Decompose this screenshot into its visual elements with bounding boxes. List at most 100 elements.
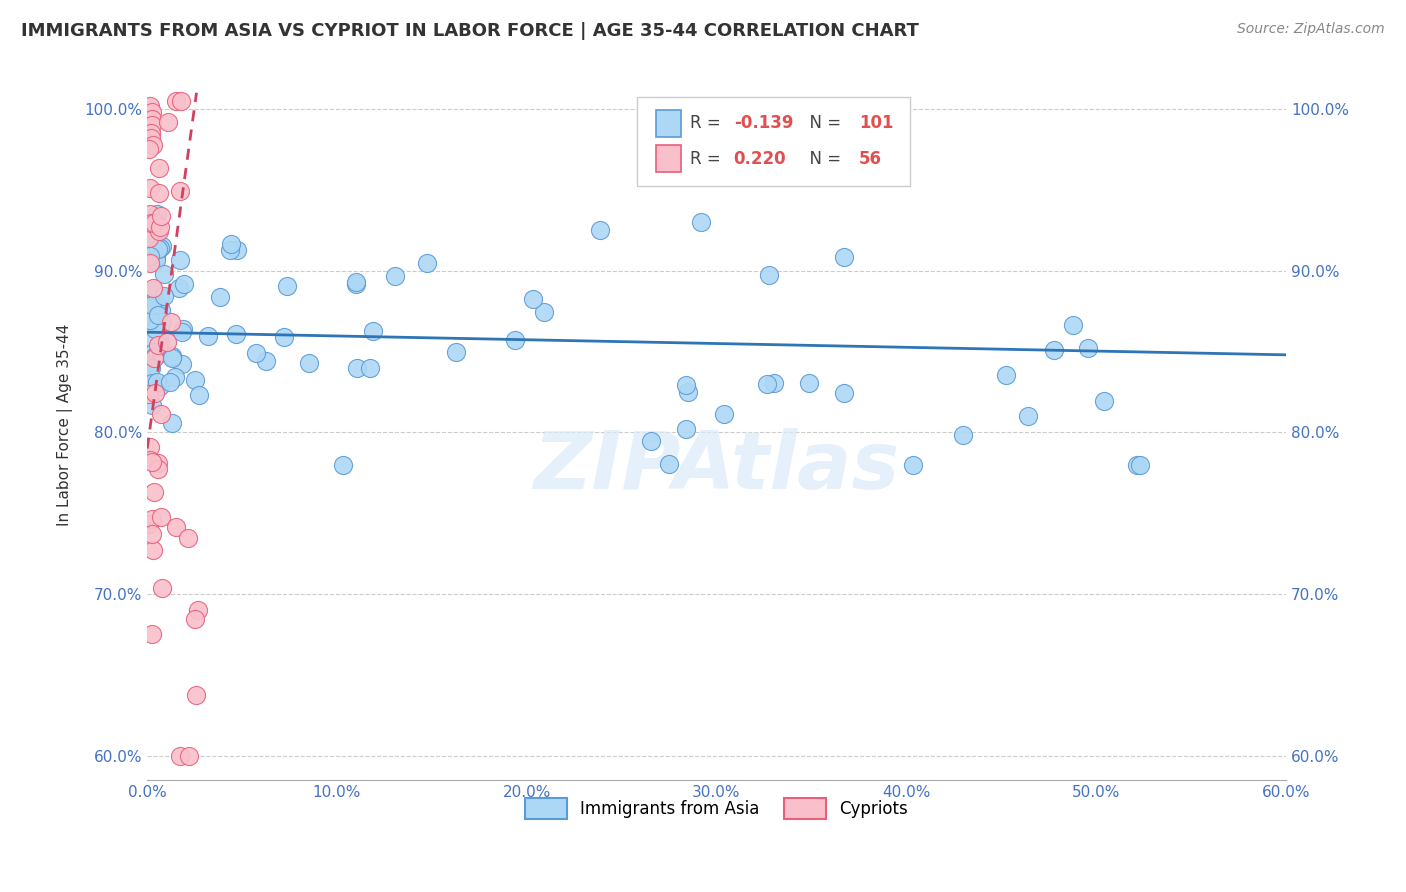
Point bbox=[138, 516, 160, 531]
Point bbox=[145, 298, 167, 312]
Point bbox=[169, 184, 191, 198]
Text: 101: 101 bbox=[859, 114, 893, 132]
Point bbox=[148, 186, 170, 200]
Point bbox=[145, 207, 167, 221]
Point bbox=[995, 368, 1018, 382]
Point bbox=[143, 349, 166, 363]
Point bbox=[141, 512, 163, 526]
Point bbox=[172, 322, 194, 336]
Point bbox=[139, 249, 162, 263]
Point bbox=[149, 219, 172, 234]
Point bbox=[218, 243, 240, 257]
Point bbox=[153, 289, 176, 303]
Point bbox=[141, 376, 163, 390]
Point bbox=[148, 161, 170, 176]
Point bbox=[138, 207, 160, 221]
Point bbox=[172, 358, 194, 372]
Point bbox=[197, 329, 219, 343]
Point bbox=[149, 407, 172, 421]
Point bbox=[169, 281, 191, 295]
Point bbox=[160, 351, 183, 366]
Point bbox=[533, 304, 555, 318]
Point bbox=[188, 388, 211, 402]
Text: -0.139: -0.139 bbox=[734, 114, 793, 132]
Point bbox=[1062, 318, 1084, 332]
Point bbox=[219, 236, 242, 251]
Point bbox=[150, 303, 173, 318]
Point bbox=[658, 457, 681, 471]
Point bbox=[146, 319, 169, 334]
Point bbox=[149, 510, 172, 524]
Point bbox=[169, 749, 191, 764]
Point bbox=[156, 334, 179, 349]
Point bbox=[163, 369, 186, 384]
Point bbox=[150, 209, 173, 223]
Point bbox=[138, 142, 160, 156]
Point bbox=[169, 252, 191, 267]
Text: N =: N = bbox=[799, 114, 846, 132]
Point bbox=[165, 520, 187, 534]
Point bbox=[952, 427, 974, 442]
Point bbox=[245, 346, 267, 360]
Text: Source: ZipAtlas.com: Source: ZipAtlas.com bbox=[1237, 22, 1385, 37]
Point bbox=[142, 543, 165, 558]
Point bbox=[522, 292, 544, 306]
Point bbox=[505, 333, 527, 347]
Point bbox=[832, 250, 855, 264]
Point bbox=[150, 345, 173, 359]
Point bbox=[346, 361, 368, 376]
Point bbox=[332, 458, 354, 472]
Point bbox=[139, 314, 162, 328]
Point bbox=[713, 408, 735, 422]
Point bbox=[141, 398, 163, 412]
Point bbox=[159, 315, 181, 329]
Point bbox=[167, 869, 190, 883]
Point bbox=[758, 268, 780, 282]
Point bbox=[141, 112, 163, 126]
Point bbox=[145, 321, 167, 335]
Y-axis label: In Labor Force | Age 35-44: In Labor Force | Age 35-44 bbox=[58, 323, 73, 525]
Point bbox=[148, 345, 170, 359]
Point bbox=[149, 289, 172, 303]
Point bbox=[160, 417, 183, 431]
Point bbox=[143, 293, 166, 307]
Point bbox=[141, 298, 163, 312]
Point bbox=[149, 379, 172, 393]
Point bbox=[148, 225, 170, 239]
Point bbox=[141, 526, 163, 541]
Point bbox=[676, 385, 699, 400]
Point bbox=[146, 338, 169, 352]
Point bbox=[142, 484, 165, 499]
Point bbox=[675, 377, 697, 392]
Text: ZIPAtlas: ZIPAtlas bbox=[533, 428, 900, 506]
Point bbox=[149, 325, 172, 339]
Point bbox=[148, 462, 170, 476]
Point bbox=[138, 231, 160, 245]
Text: R =: R = bbox=[690, 114, 727, 132]
Point bbox=[138, 181, 160, 195]
Point bbox=[146, 375, 169, 389]
Point bbox=[1092, 393, 1115, 408]
Point bbox=[187, 854, 209, 868]
Point bbox=[139, 288, 162, 302]
Point bbox=[145, 250, 167, 264]
Point bbox=[384, 268, 406, 283]
Point bbox=[145, 253, 167, 268]
Text: N =: N = bbox=[799, 150, 846, 168]
Point bbox=[416, 255, 439, 269]
Point bbox=[1126, 458, 1149, 472]
Point bbox=[150, 315, 173, 329]
Point bbox=[156, 115, 179, 129]
Point bbox=[170, 325, 193, 339]
Point bbox=[150, 239, 173, 253]
Point bbox=[344, 275, 367, 289]
Point bbox=[183, 611, 205, 625]
Legend: Immigrants from Asia, Cypriots: Immigrants from Asia, Cypriots bbox=[519, 792, 915, 825]
Point bbox=[139, 360, 162, 375]
Point bbox=[273, 330, 295, 344]
Text: R =: R = bbox=[690, 150, 727, 168]
Point bbox=[141, 455, 163, 469]
Point bbox=[1129, 458, 1152, 472]
Point bbox=[254, 353, 277, 368]
Point bbox=[139, 131, 162, 145]
